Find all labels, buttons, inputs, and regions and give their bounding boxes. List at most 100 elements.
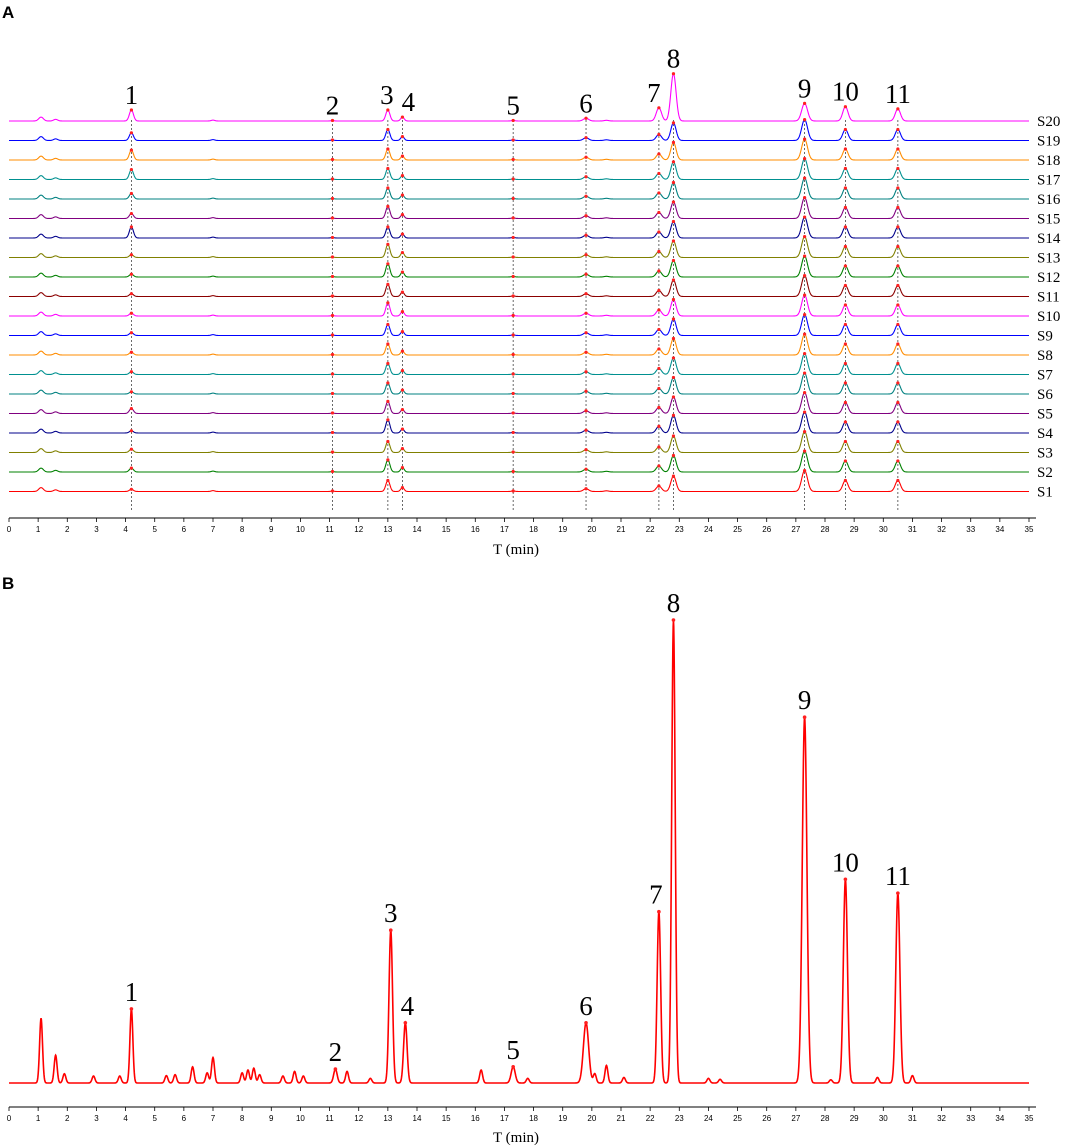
panel-a-peak-marker — [330, 352, 335, 357]
panel-a-sample-label: S15 — [1037, 212, 1060, 228]
panel-a-peak-marker — [386, 262, 390, 266]
panel-a-peak-marker — [400, 232, 405, 236]
panel-a-peak-marker — [803, 118, 807, 122]
panel-a-x-tick-label: 14 — [413, 525, 422, 534]
panel-a-peak-marker — [584, 350, 588, 354]
panel-a-peak-marker — [657, 366, 661, 371]
panel-a-peak-label: 11 — [885, 79, 911, 109]
panel-a-peak-marker — [129, 225, 133, 229]
panel-a-peak-marker — [386, 108, 390, 112]
panel-a-peak-marker — [400, 466, 405, 470]
panel-a-sample-label: S1 — [1037, 485, 1053, 501]
panel-a-peak-marker — [843, 186, 848, 190]
panel-a-peak-marker — [803, 371, 807, 375]
panel-a-peak-marker — [400, 330, 405, 334]
panel-a-peak-marker — [129, 168, 133, 172]
panel-a-x-tick-label: 11 — [325, 525, 334, 534]
panel-a-peak-marker — [330, 430, 335, 435]
panel-a-peak-marker — [657, 269, 661, 273]
panel-b-peak-label: 11 — [885, 861, 911, 891]
panel-a-peak-marker — [671, 200, 676, 204]
panel-b-x-tick-label: 16 — [471, 1114, 480, 1123]
panel-a-peak-marker — [843, 361, 848, 366]
panel-a-peak-marker — [584, 194, 588, 198]
panel-a-peak-marker — [330, 391, 335, 396]
panel-b-x-tick-label: 7 — [211, 1114, 216, 1123]
panel-a-peak-marker — [896, 303, 900, 307]
panel-b-x-tick-label: 23 — [675, 1114, 684, 1123]
panel-a-peak-marker — [511, 274, 515, 279]
panel-a-peak-marker — [671, 160, 676, 164]
panel-a-peak-marker — [400, 388, 405, 392]
panel-a-peak-marker — [129, 331, 133, 335]
panel-a-peak-marker — [671, 395, 676, 399]
panel-a-peak-marker — [671, 239, 676, 243]
panel-a-peak-marker — [896, 244, 900, 249]
panel-a-trace-s12 — [9, 255, 1029, 278]
panel-b-x-tick-label: 26 — [762, 1114, 771, 1123]
panel-a-x-tick-label: 25 — [733, 525, 742, 534]
panel-a-peak-marker — [400, 349, 405, 353]
panel-a-trace-s10 — [9, 294, 1029, 317]
panel-a-peak-marker — [511, 450, 515, 454]
panel-a-peak-marker — [843, 381, 848, 385]
panel-a-peak-marker — [584, 409, 588, 413]
panel-a-trace-s2 — [9, 450, 1029, 473]
panel-b-peak-marker — [129, 1007, 134, 1011]
panel-a-peak-marker — [386, 225, 390, 229]
panel-a-peak-marker — [386, 127, 390, 132]
panel-a-peak-label: 7 — [647, 78, 661, 108]
panel-a-peak-marker — [129, 211, 133, 216]
panel-b-x-tick-label: 3 — [94, 1114, 99, 1123]
panel-a-peak-marker — [671, 375, 676, 380]
panel-b-peak-label: 3 — [384, 898, 398, 928]
panel-a-peak-marker — [896, 361, 900, 366]
panel-a-sample-label: S18 — [1037, 153, 1060, 169]
panel-a-peak-marker — [129, 253, 133, 257]
panel-a-x-tick-label: 15 — [442, 525, 451, 534]
panel-a-peak-marker — [129, 131, 133, 135]
panel-a-peak-marker — [803, 101, 807, 105]
panel-a-peak-marker — [803, 196, 807, 200]
panel-a-peak-marker — [896, 166, 900, 171]
panel-a-peak-marker — [511, 313, 515, 318]
panel-a-x-axis-label: T (min) — [493, 542, 539, 558]
panel-b-peak-label: 1 — [125, 977, 139, 1007]
panel-a-peak-marker — [657, 106, 661, 110]
panel-a-peak-marker — [584, 155, 588, 159]
panel-b-peak-label: 6 — [579, 991, 593, 1021]
panel-a-peak-marker — [330, 274, 335, 279]
panel-b-x-tick-label: 32 — [937, 1114, 946, 1123]
panel-a-peak-marker — [400, 310, 405, 314]
panel-a-letter: A — [2, 3, 14, 22]
panel-a-peak-marker — [511, 138, 515, 142]
panel-a-peak-marker — [330, 196, 335, 201]
panel-a-peak-marker — [511, 489, 515, 493]
panel-b-peak-marker — [896, 891, 900, 895]
panel-a-peak-marker — [330, 450, 335, 454]
panel-a-peak-marker — [584, 467, 588, 471]
panel-a-peak-marker — [803, 157, 807, 161]
panel-a-peak-marker — [671, 72, 676, 76]
panel-a-peak-marker — [657, 424, 661, 428]
panel-a-peak-marker — [511, 469, 515, 474]
panel-b-x-tick-label: 8 — [240, 1114, 245, 1123]
panel-b-x-tick-label: 5 — [152, 1114, 157, 1123]
panel-a-peak-marker — [129, 311, 133, 315]
panel-a-peak-marker — [843, 342, 848, 346]
panel-a-peak-marker — [843, 147, 848, 151]
panel-b-x-tick-label: 29 — [850, 1114, 859, 1123]
panel-a-x-tick-label: 30 — [879, 525, 888, 534]
panel-a-peak-marker — [511, 352, 515, 357]
panel-a-x-tick-label: 3 — [94, 525, 99, 534]
panel-a-peak-marker — [330, 157, 335, 162]
panel-a-peak-marker — [657, 288, 661, 293]
panel-b-x-tick-label: 18 — [529, 1114, 538, 1123]
panel-a-trace-s16 — [9, 177, 1029, 200]
panel-a-sample-label: S2 — [1037, 465, 1053, 481]
panel-a-peak-marker — [803, 449, 807, 453]
panel-a-peak-marker — [803, 137, 807, 141]
panel-a-peak-marker — [511, 411, 515, 415]
panel-a-peak-marker — [896, 147, 900, 151]
